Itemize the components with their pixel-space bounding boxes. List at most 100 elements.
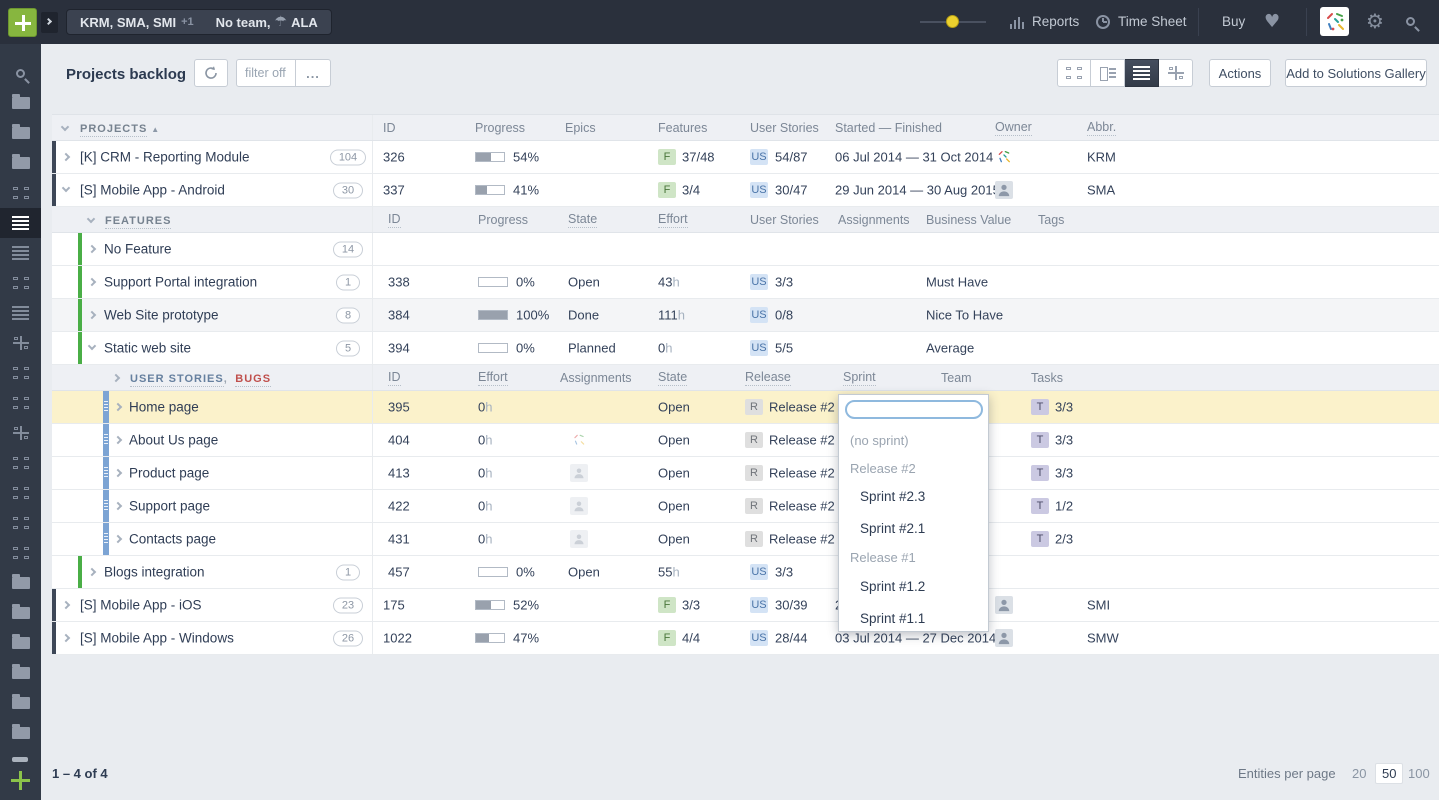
- list-view-icon[interactable]: [0, 298, 41, 328]
- col-header[interactable]: Team: [941, 370, 972, 385]
- view-board-button[interactable]: [1057, 59, 1091, 87]
- table-row-project[interactable]: [S] Mobile App - Windows 26 1022 47% F 4…: [52, 622, 1439, 655]
- col-header[interactable]: Owner: [995, 119, 1032, 136]
- table-row-feature[interactable]: Blogs integration 1 457 0% Open 55h US 3…: [52, 556, 1439, 589]
- page-size-option-50-selected[interactable]: 50: [1375, 763, 1404, 784]
- brightness-toggle-knob[interactable]: [946, 15, 959, 28]
- col-header[interactable]: User Stories: [750, 120, 819, 135]
- assignment-avatar-person[interactable]: [570, 464, 588, 482]
- dropdown-item-sprint-1-2[interactable]: Sprint #1.2: [860, 579, 926, 594]
- col-header[interactable]: ID: [388, 211, 401, 228]
- collapsed-panel-handle[interactable]: [12, 757, 28, 762]
- table-row-user-story-selected[interactable]: Home page 395 0h Open R Release #2 T 3/3: [52, 391, 1439, 424]
- collapse-chevron-icon[interactable]: [87, 341, 97, 351]
- table-row-feature[interactable]: Static web site 5 394 0% Planned 0h US 5…: [52, 332, 1439, 365]
- col-header[interactable]: Started — Finished: [835, 120, 942, 135]
- project-name[interactable]: [S] Mobile App - Android: [80, 182, 225, 198]
- heart-icon[interactable]: ♥: [1264, 11, 1281, 32]
- board-view-icon[interactable]: [0, 448, 41, 478]
- col-header[interactable]: Assignments: [560, 370, 632, 385]
- feature-name[interactable]: Web Site prototype: [104, 307, 219, 323]
- sprint-search-input[interactable]: [845, 400, 983, 419]
- table-row-project[interactable]: [S] Mobile App - Android 30 337 41% F 3/…: [52, 174, 1439, 207]
- assignment-avatar-person[interactable]: [570, 530, 588, 548]
- folder-icon[interactable]: [0, 628, 41, 658]
- drag-handle[interactable]: [104, 533, 108, 544]
- board-view-icon[interactable]: [0, 358, 41, 388]
- col-header[interactable]: Tasks: [1031, 370, 1063, 385]
- col-header[interactable]: Progress: [478, 212, 529, 227]
- folder-icon[interactable]: [0, 118, 41, 148]
- dropdown-item-sprint-1-1[interactable]: Sprint #1.1: [860, 611, 926, 626]
- time-sheet-link[interactable]: Time Sheet: [1118, 14, 1187, 29]
- dropdown-item-sprint-2-1[interactable]: Sprint #2.1: [860, 521, 926, 536]
- board-view-icon[interactable]: [0, 178, 41, 208]
- folder-icon[interactable]: [0, 148, 41, 178]
- filter-more-button[interactable]: ...: [295, 59, 331, 87]
- filter-input[interactable]: [236, 59, 296, 87]
- dropdown-item-sprint-2-3[interactable]: Sprint #2.3: [860, 489, 926, 504]
- col-header[interactable]: Release: [745, 369, 791, 386]
- col-header[interactable]: Features: [658, 120, 708, 135]
- table-row-user-story[interactable]: About Us page 404 0h Open R Release #2 T…: [52, 424, 1439, 457]
- user-story-name[interactable]: About Us page: [129, 432, 219, 448]
- col-header[interactable]: Progress: [475, 120, 526, 135]
- user-avatar[interactable]: [1320, 7, 1349, 36]
- folder-icon[interactable]: [0, 688, 41, 718]
- refresh-button[interactable]: [194, 59, 228, 87]
- table-row-feature[interactable]: Support Portal integration 1 338 0% Open…: [52, 266, 1439, 299]
- projects-tab-label[interactable]: KRM, SMA, SMI: [80, 14, 177, 30]
- project-name[interactable]: [S] Mobile App - iOS: [80, 597, 202, 613]
- feature-name[interactable]: Blogs integration: [104, 564, 205, 580]
- folder-icon[interactable]: [0, 718, 41, 748]
- expand-chevron-icon[interactable]: [61, 633, 71, 643]
- expand-chevron-icon[interactable]: [113, 402, 123, 412]
- add-to-solutions-gallery-button[interactable]: Add to Solutions Gallery: [1285, 59, 1427, 87]
- table-row-feature[interactable]: No Feature 14: [52, 233, 1439, 266]
- assignment-avatar-confetti[interactable]: [570, 431, 588, 449]
- expand-chevron-icon[interactable]: [87, 244, 97, 254]
- table-row-feature[interactable]: Web Site prototype 8 384 100% Done 111h …: [52, 299, 1439, 332]
- folder-icon[interactable]: [0, 88, 41, 118]
- user-story-name[interactable]: Product page: [129, 465, 210, 481]
- page-size-option-100[interactable]: 100: [1408, 766, 1430, 781]
- col-header[interactable]: Sprint: [843, 369, 876, 386]
- sidebar-add-button[interactable]: [11, 771, 30, 790]
- chevron-right-icon[interactable]: [41, 12, 58, 33]
- col-header[interactable]: ID: [383, 120, 396, 135]
- feature-name[interactable]: No Feature: [104, 241, 172, 257]
- feature-name[interactable]: Static web site: [104, 340, 192, 356]
- feature-name[interactable]: Support Portal integration: [104, 274, 258, 290]
- projects-section-label[interactable]: PROJECTS ▲: [80, 122, 160, 137]
- expand-chevron-icon[interactable]: [113, 501, 123, 511]
- search-icon[interactable]: [1406, 13, 1415, 31]
- list-view-icon-selected[interactable]: [0, 208, 41, 238]
- col-header[interactable]: ID: [388, 369, 401, 386]
- drag-handle[interactable]: [104, 467, 108, 478]
- table-row-project[interactable]: [S] Mobile App - iOS 23 175 52% F 3/3 US…: [52, 589, 1439, 622]
- col-header[interactable]: Effort: [478, 369, 508, 386]
- team-tab-label[interactable]: No team,: [215, 14, 271, 30]
- expand-chevron-icon[interactable]: [113, 468, 123, 478]
- col-header[interactable]: State: [568, 211, 598, 228]
- assignment-avatar-person[interactable]: [570, 497, 588, 515]
- reports-link[interactable]: Reports: [1032, 14, 1080, 29]
- table-row-user-story[interactable]: Contacts page 431 0h Open R Release #2 T…: [52, 523, 1439, 556]
- board-view-icon[interactable]: [0, 538, 41, 568]
- folder-icon[interactable]: [0, 658, 41, 688]
- user-story-name[interactable]: Contacts page: [129, 531, 217, 547]
- collapse-chevron-icon[interactable]: [61, 183, 71, 193]
- folder-icon[interactable]: [0, 568, 41, 598]
- gear-icon[interactable]: ⚙: [1366, 9, 1384, 33]
- col-header[interactable]: Business Value: [926, 212, 1012, 227]
- page-size-option-20[interactable]: 20: [1352, 766, 1367, 781]
- expand-chevron-icon[interactable]: [87, 567, 97, 577]
- expand-chevron-icon[interactable]: [87, 310, 97, 320]
- col-header[interactable]: Assignments: [838, 212, 910, 227]
- view-detail-list-button[interactable]: [1091, 59, 1125, 87]
- view-list-button-selected[interactable]: [1125, 59, 1159, 87]
- owner-avatar-person[interactable]: [995, 596, 1013, 614]
- expand-chevron-icon[interactable]: [61, 600, 71, 610]
- col-header[interactable]: Abbr.: [1087, 119, 1117, 136]
- table-row-project[interactable]: [K] CRM - Reporting Module 104 326 54% F…: [52, 141, 1439, 174]
